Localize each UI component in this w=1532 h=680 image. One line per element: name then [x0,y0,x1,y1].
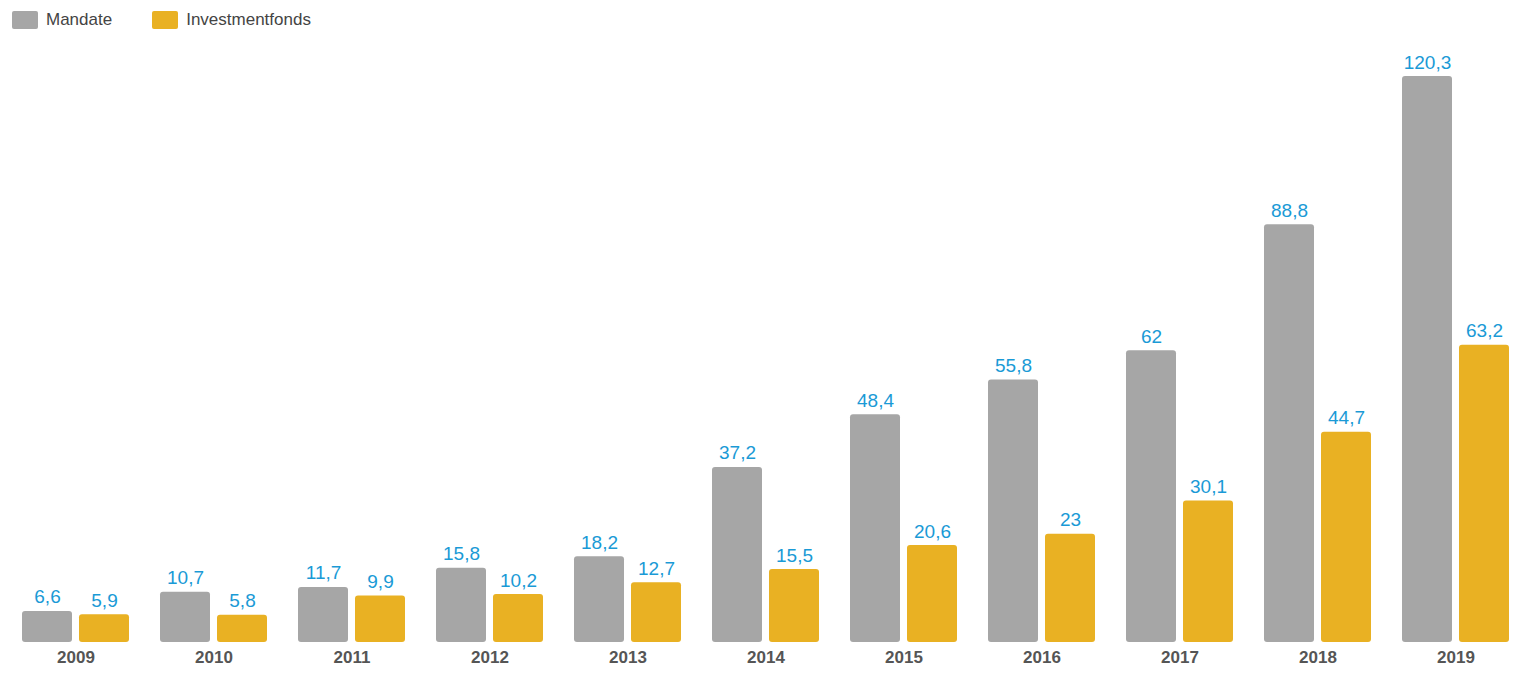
svg-text:6,6: 6,6 [34,586,60,607]
svg-text:2009: 2009 [57,648,95,667]
svg-text:44,7: 44,7 [1328,407,1365,428]
svg-text:37,2: 37,2 [719,442,756,463]
svg-text:10,7: 10,7 [167,567,204,588]
svg-text:30,1: 30,1 [1190,476,1227,497]
svg-text:120,3: 120,3 [1404,52,1452,73]
html-text:Investmentfonds: Investmentfonds [186,10,311,29]
html-text:Mandate: Mandate [46,10,113,29]
svg-text:11,7: 11,7 [306,562,342,583]
svg-text:63,2: 63,2 [1466,320,1503,341]
svg-text:5,8: 5,8 [229,590,255,611]
svg-text:2010: 2010 [195,648,233,667]
svg-text:15,8: 15,8 [443,543,480,564]
svg-text:62: 62 [1141,326,1162,347]
svg-text:12,7: 12,7 [638,558,675,579]
svg-text:88,8: 88,8 [1271,200,1308,221]
svg-text:2016: 2016 [1023,648,1061,667]
svg-text:2014: 2014 [747,648,785,667]
svg-text:2011: 2011 [334,648,371,667]
svg-text:5,9: 5,9 [91,590,117,611]
svg-text:48,4: 48,4 [857,390,894,411]
svg-text:2018: 2018 [1299,648,1337,667]
svg-text:2015: 2015 [885,648,923,667]
svg-text:55,8: 55,8 [995,355,1032,376]
svg-text:2019: 2019 [1437,648,1475,667]
svg-text:2017: 2017 [1161,648,1199,667]
svg-text:2012: 2012 [471,648,509,667]
svg-text:23: 23 [1060,509,1081,530]
svg-text:9,9: 9,9 [367,571,393,592]
svg-text:20,6: 20,6 [914,521,951,542]
svg-text:2013: 2013 [609,648,647,667]
svg-text:18,2: 18,2 [581,532,618,553]
svg-text:10,2: 10,2 [500,570,537,591]
svg-text:15,5: 15,5 [776,545,813,566]
